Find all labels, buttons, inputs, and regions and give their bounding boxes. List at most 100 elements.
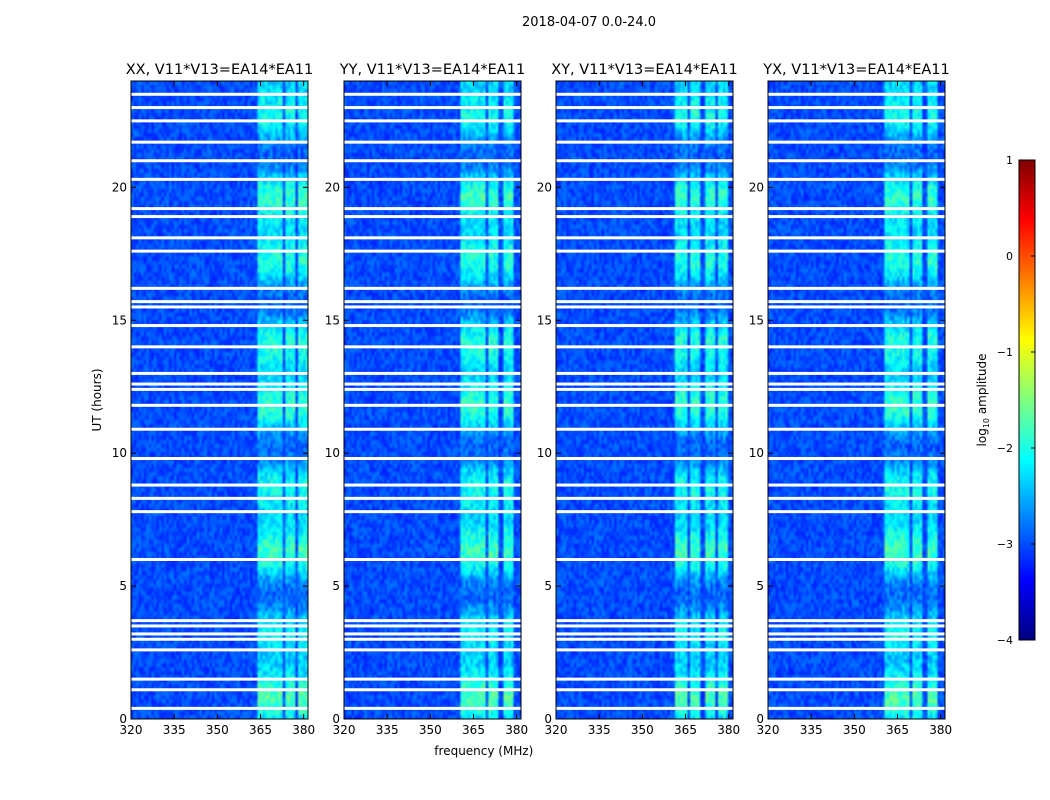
- panel-title: XY, V11*V13=EA14*EA11: [551, 62, 737, 78]
- axes-frame: [767, 80, 946, 720]
- colorbar-tick-label: −4: [997, 634, 1013, 647]
- y-tick-label: 10: [749, 446, 764, 460]
- y-tick-label: 15: [537, 313, 552, 327]
- flagged-row: [556, 140, 733, 144]
- axes-frame: [343, 80, 522, 720]
- flagged-row: [131, 106, 308, 110]
- flagged-row: [344, 92, 521, 96]
- flagged-row: [556, 648, 733, 652]
- flagged-row: [556, 236, 733, 240]
- flagged-row: [131, 427, 308, 431]
- flagged-row: [768, 92, 945, 96]
- flagged-row: [131, 648, 308, 652]
- panels: XX, V11*V13=EA14*EA11 320 335 350 365 380 0 5 10…: [90, 62, 952, 758]
- axes-frame: [130, 80, 309, 720]
- colorbar-label-prefix: log: [975, 428, 989, 446]
- flagged-row: [131, 300, 308, 304]
- y-tick-label: 20: [537, 180, 552, 194]
- flagged-row: [768, 177, 945, 181]
- flagged-row: [768, 456, 945, 460]
- flagged-row: [344, 456, 521, 460]
- flagged-row: [344, 632, 521, 636]
- flagged-row: [768, 677, 945, 681]
- y-tick-label: 5: [756, 579, 764, 593]
- flagged-row: [556, 558, 733, 561]
- panel-title: YX, V11*V13=EA14*EA11: [762, 62, 949, 78]
- flagged-row: [131, 403, 308, 407]
- flagged-row: [131, 387, 308, 391]
- flagged-row: [131, 177, 308, 181]
- y-tick-label: 15: [112, 313, 127, 327]
- flagged-row: [768, 106, 945, 110]
- flagged-row: [768, 619, 945, 623]
- flagged-row: [768, 688, 945, 692]
- heatmap-image: [768, 81, 945, 719]
- x-tick-label: 350: [843, 723, 866, 737]
- flagged-row: [556, 305, 733, 309]
- y-tick-label: 5: [544, 579, 552, 593]
- flagged-row: [344, 371, 521, 375]
- flagged-row: [344, 140, 521, 144]
- flagged-row: [768, 286, 945, 290]
- x-tick-label: 335: [376, 723, 399, 737]
- flagged-row: [556, 706, 733, 710]
- x-tick-label: 380: [717, 723, 740, 737]
- flagged-row: [556, 677, 733, 681]
- flagged-row: [768, 403, 945, 407]
- flagged-row: [556, 688, 733, 692]
- x-tick-label: 365: [674, 723, 697, 737]
- x-tick-label: 365: [249, 723, 272, 737]
- flagged-row: [131, 496, 308, 500]
- y-tick-label: 20: [749, 180, 764, 194]
- flagged-row: [556, 403, 733, 407]
- flagged-row: [131, 236, 308, 240]
- flagged-row: [131, 632, 308, 636]
- flagged-row: [556, 371, 733, 375]
- flagged-row: [344, 300, 521, 304]
- flagged-row: [131, 207, 308, 211]
- flagged-row: [131, 688, 308, 692]
- flagged-row: [768, 632, 945, 636]
- flagged-row: [768, 483, 945, 487]
- flagged-row: [768, 558, 945, 561]
- colorbar-tick-label: 1: [1006, 154, 1013, 167]
- flagged-row: [768, 427, 945, 431]
- flagged-row: [344, 286, 521, 290]
- flagged-row: [768, 215, 945, 219]
- y-tick-label: 0: [756, 712, 764, 726]
- flagged-row: [768, 249, 945, 253]
- flagged-row: [344, 207, 521, 211]
- flagged-row: [344, 387, 521, 391]
- heatmap-panel-2: YY, V11*V13=EA14*EA11 320 335 350 365 380 0 5 10…: [325, 62, 534, 758]
- flagged-row: [556, 177, 733, 181]
- flagged-row: [344, 249, 521, 253]
- flagged-row: [344, 305, 521, 309]
- colorbar-label: log10 amplitude: [975, 354, 991, 447]
- flagged-row: [768, 510, 945, 514]
- flagged-row: [344, 382, 521, 386]
- flagged-row: [344, 510, 521, 514]
- heatmap-panel-3: XY, V11*V13=EA14*EA11 320 335 350 365 380 0 5 10…: [537, 62, 740, 737]
- flagged-row: [344, 427, 521, 431]
- flagged-row: [131, 371, 308, 375]
- flagged-row: [768, 387, 945, 391]
- flagged-row: [768, 345, 945, 349]
- flagged-row: [131, 215, 308, 219]
- flagged-row: [131, 286, 308, 290]
- colorbar-label-suffix: amplitude: [975, 354, 989, 418]
- flagged-row: [556, 496, 733, 500]
- flagged-row: [768, 382, 945, 386]
- x-tick-label: 350: [631, 723, 654, 737]
- flagged-row: [556, 207, 733, 211]
- y-tick-label: 10: [325, 446, 340, 460]
- y-tick-label: 5: [332, 579, 340, 593]
- flagged-row: [131, 456, 308, 460]
- flagged-row: [131, 510, 308, 514]
- flagged-row: [344, 177, 521, 181]
- flagged-row: [131, 159, 308, 163]
- figure-suptitle: 2018-04-07 0.0-24.0: [522, 15, 656, 30]
- flagged-row: [131, 305, 308, 309]
- flagged-row: [556, 382, 733, 386]
- y-tick-label: 15: [325, 313, 340, 327]
